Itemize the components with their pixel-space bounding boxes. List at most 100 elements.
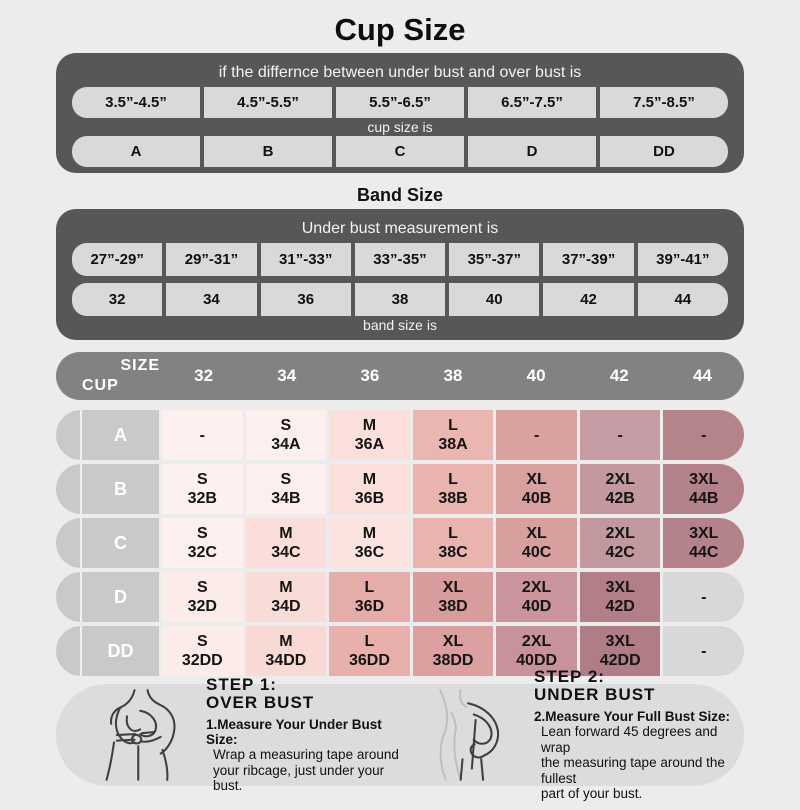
band-size-title: Band Size (356, 185, 444, 205)
size-letter: L (448, 525, 458, 542)
matrix-row: D S 32D M 34D L 36D XL 38D 2XL 40D 3XL 42D - (56, 572, 745, 622)
matrix-cup-label: DD (56, 626, 159, 676)
size-letter: 2XL (605, 471, 635, 488)
cup-table-header: if the differnce between under bust and … (218, 64, 582, 81)
corner-cup-label: CUP (82, 377, 119, 394)
cup-diff-range-cell: 6.5”-7.5” (468, 87, 596, 118)
step-2-block: STEP 2: UNDER BUST 2.Measure Your Full B… (400, 668, 744, 801)
matrix-column-header: 44 (692, 366, 712, 385)
step-2-instruction-lines: Lean forward 45 degrees and wrap the meas… (534, 724, 744, 802)
size-code: 36DD (348, 652, 390, 669)
size-code: 40B (521, 490, 552, 507)
size-letter: - (701, 426, 707, 444)
instruction-line: Wrap a measuring tape around (213, 747, 399, 763)
size-letter: S (196, 633, 208, 650)
size-code: 42DD (599, 652, 641, 669)
size-letter: XL (526, 471, 547, 488)
size-code: 38B (438, 490, 468, 507)
corner-size-label: SIZE (120, 357, 160, 374)
size-letter: M (362, 525, 377, 542)
matrix-size-cell: L 38A (412, 410, 494, 460)
size-code: 44B (689, 490, 719, 507)
size-letter: L (364, 579, 375, 596)
matrix-column-header: 40 (526, 366, 546, 385)
matrix-size-cell: XL 38D (412, 572, 494, 622)
cup-diff-range-cell: 5.5”-6.5” (336, 87, 464, 118)
band-size-cell: 40 (449, 283, 540, 316)
matrix-size-cell: 3XL 44B (663, 464, 745, 514)
matrix-size-cell: L 38B (412, 464, 494, 514)
step-1-label: STEP 1: (206, 675, 277, 695)
size-letter: XL (442, 579, 464, 596)
matrix-body: A - S 34A M 36A L 38A - - - B S 32B S 34B M 36B L 38B XL 40B 2… (56, 410, 745, 676)
instruction-line: part of your bust. (541, 786, 643, 802)
band-size-cell: 36 (260, 283, 351, 316)
band-range-cell: 27”-29” (72, 243, 163, 276)
size-code: 34C (271, 544, 301, 561)
matrix-size-cell: - (579, 410, 661, 460)
size-letter: XL (526, 525, 547, 542)
matrix-column-header: 32 (194, 366, 214, 385)
size-letter: M (279, 633, 293, 650)
size-letter: S (196, 525, 208, 542)
size-code: 32D (187, 598, 217, 615)
matrix-size-cell: - (663, 410, 745, 460)
matrix-size-cell: M 34DD (245, 626, 327, 676)
band-table-header: Under bust measurement is (301, 220, 499, 237)
size-letter: L (448, 417, 458, 434)
measuring-steps-panel: STEP 1: OVER BUST 1.Measure Your Under B… (56, 668, 744, 801)
matrix-cup-label: C (56, 518, 159, 568)
cup-letters-row: A B C D DD (72, 136, 728, 167)
matrix-cup-label: A (56, 410, 159, 460)
size-letter: S (196, 579, 208, 596)
matrix-size-cell: M 36A (329, 410, 410, 460)
size-code: 38A (438, 436, 468, 453)
band-range-cell: 31”-33” (260, 243, 351, 276)
size-code: 36B (354, 490, 385, 507)
size-letter: M (362, 417, 377, 434)
step-2-text: STEP 2: UNDER BUST 2.Measure Your Full B… (534, 668, 744, 802)
cup-diff-range-cell: 4.5”-5.5” (204, 87, 332, 118)
matrix-size-cell: XL 38DD (412, 626, 494, 676)
cup-letter-cell: A (72, 136, 200, 167)
cup-letter-cell: DD (600, 136, 728, 167)
step-2-label: STEP 2: (534, 667, 605, 687)
band-size-cell: 34 (166, 283, 257, 316)
size-letter: 3XL (689, 525, 719, 542)
band-size-cell: 38 (354, 283, 446, 316)
matrix-size-cell: S 32D (162, 572, 243, 622)
size-code: 42D (605, 598, 635, 615)
size-matrix: SIZE CUP 32 34 36 38 40 42 44 A - S 34A M 36A L 38A - -… (56, 352, 745, 676)
matrix-size-cell: 2XL 42B (579, 464, 661, 514)
instruction-line: your ribcage, just under your bust. (213, 762, 385, 794)
size-chart-page: Cup Size if the differnce between under … (0, 10, 800, 801)
step-1-block: STEP 1: OVER BUST 1.Measure Your Under B… (56, 676, 400, 793)
size-code: 36A (354, 436, 385, 453)
size-letter: 3XL (689, 471, 719, 488)
matrix-cup-label: B (56, 464, 159, 514)
band-size-cell: 42 (543, 283, 634, 316)
cup-diff-range-cell: 7.5”-8.5” (600, 87, 728, 118)
page-title: Cup Size (334, 12, 466, 47)
band-size-cell: 32 (72, 283, 163, 316)
matrix-size-cell: S 32DD (162, 626, 243, 676)
size-code: 40DD (516, 652, 558, 669)
size-letter: L (364, 633, 375, 650)
cup-letter-cell: B (204, 136, 332, 167)
size-code: 38DD (432, 652, 474, 669)
size-letter: 2XL (605, 525, 635, 542)
size-code: 36D (354, 598, 385, 615)
matrix-size-cell: - (496, 410, 577, 460)
size-code: 40D (521, 598, 552, 615)
band-size-is-label: band size is (363, 317, 437, 333)
step-1-heading: STEP 1: OVER BUST (206, 676, 400, 712)
overbust-illustration (105, 689, 176, 781)
matrix-size-cell: 2XL 40D (496, 572, 577, 622)
matrix-size-cell: M 36B (329, 464, 410, 514)
size-code: 34B (271, 490, 301, 507)
band-range-cell: 37”-39” (543, 243, 634, 276)
matrix-size-cell: M 34D (245, 572, 327, 622)
step-2-area: UNDER BUST (534, 685, 656, 705)
size-letter: - (199, 426, 205, 444)
band-range-cell: 29”-31” (166, 243, 257, 276)
